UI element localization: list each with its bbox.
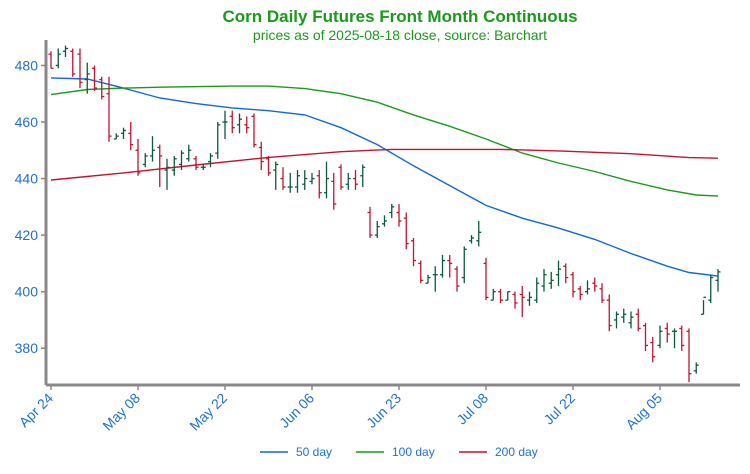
x-tick-label: Jul 08	[453, 390, 491, 428]
y-tick-label: 440	[15, 171, 39, 187]
chart-subtitle: prices as of 2025-08-18 close, source: B…	[252, 27, 548, 43]
y-tick-label: 460	[15, 114, 39, 130]
legend-label: 50 day	[296, 445, 332, 459]
y-tick-label: 400	[15, 284, 39, 300]
ma-line-100-day	[50, 85, 719, 197]
x-tick-label: Jun 23	[363, 390, 404, 431]
legend-label: 100 day	[392, 445, 435, 459]
x-tick-label: Jun 06	[276, 390, 317, 431]
x-tick-label: May 22	[186, 390, 230, 434]
legend-label: 200 day	[495, 445, 538, 459]
y-tick-label: 380	[15, 340, 39, 356]
y-tick-label: 420	[15, 227, 39, 243]
chart-title: Corn Daily Futures Front Month Continuou…	[222, 7, 578, 26]
x-tick-label: Jul 22	[540, 390, 578, 428]
y-tick-label: 480	[15, 57, 39, 73]
ma-line-200-day	[50, 148, 719, 181]
ma-line-50-day	[50, 77, 719, 277]
x-tick-label: Aug 05	[622, 390, 665, 433]
x-tick-label: May 08	[99, 390, 143, 434]
x-tick-label: Apr 24	[16, 390, 57, 431]
